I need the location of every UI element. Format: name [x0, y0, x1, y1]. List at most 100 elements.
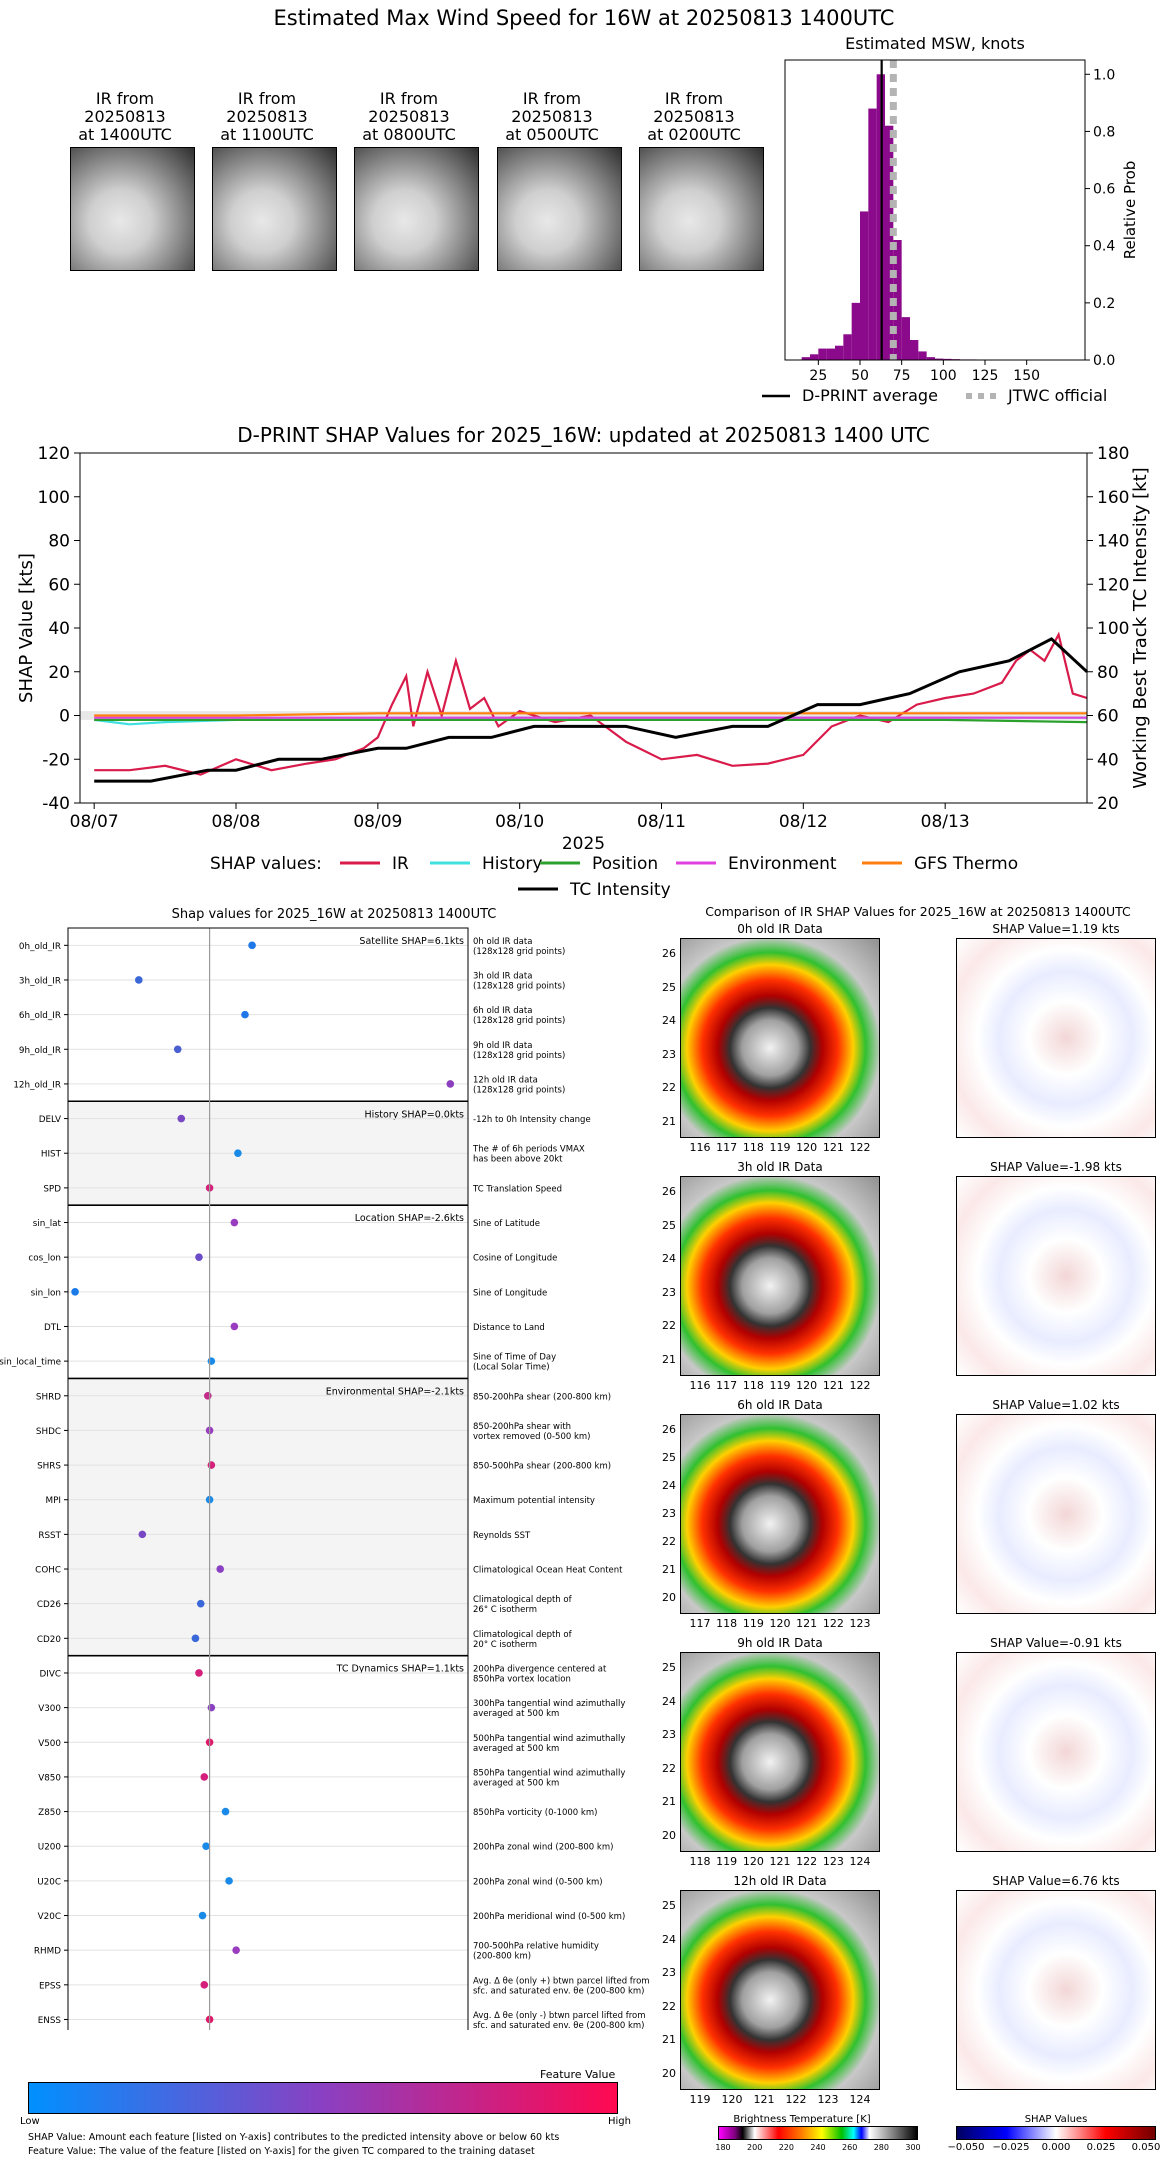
feature-name: V850	[38, 1773, 61, 1783]
ir-y-tick-label: 22	[662, 1535, 676, 1548]
feature-description: Sine of Time of Day	[473, 1353, 556, 1363]
feature-name: EPSS	[39, 1981, 61, 1991]
histogram-y-tick-label: 0.4	[1093, 239, 1115, 255]
feature-description: 500hPa tangential wind azimuthally	[473, 1734, 625, 1744]
ir-thumbnail-label-line: IR from	[664, 89, 724, 108]
ir-y-tick-label: 24	[662, 1014, 676, 1028]
shap-point	[207, 1461, 216, 1469]
shap-point	[204, 1391, 212, 1400]
feature-description: 700-500hPa relative humidity	[473, 1942, 599, 1952]
legend-label: TC Intensity	[569, 880, 671, 898]
colorbar-low-label: Low	[20, 2116, 40, 2127]
shap-point	[195, 1253, 203, 1261]
feature-name: sin_local_time	[0, 1358, 61, 1368]
ir-x-tick-label: 121	[753, 2093, 775, 2106]
shap-point	[230, 1322, 239, 1331]
feature-name: COHC	[35, 1566, 61, 1576]
feature-name: 0h_old_IR	[19, 942, 61, 952]
ir-x-tick-label: 117	[689, 1617, 711, 1630]
feature-name: CD20	[37, 1635, 62, 1645]
ir-thumbnail-image	[639, 147, 764, 271]
feature-name: HIST	[41, 1150, 62, 1160]
ir-x-tick-label: 121	[796, 1617, 818, 1630]
ts-y-tick-label: 40	[48, 619, 70, 639]
shap-timeseries-chart: D-PRINT SHAP Values for 2025_16W: update…	[16, 423, 1151, 898]
ir-x-tick-label: 123	[822, 1855, 844, 1868]
histogram-bar	[843, 334, 852, 360]
feature-description: averaged at 500 km	[473, 1778, 559, 1788]
ir-y-tick-label: 24	[662, 1694, 676, 1708]
feature-name: SHRS	[37, 1462, 61, 1472]
ts-y-tick-label: 0	[59, 707, 70, 727]
ir-x-tick-label: 122	[822, 1617, 844, 1630]
histogram-y-tick-label: 0.2	[1093, 296, 1115, 312]
ir-x-tick-label: 118	[689, 1855, 711, 1868]
shap-colorbar-tick: 0.025	[1086, 2142, 1116, 2153]
ir-thumbnail-label-line: at 1400UTC	[78, 125, 172, 144]
ir-thumbnail-label-line: IR from	[379, 89, 439, 108]
ir-y-tick-label: 20	[662, 1591, 676, 1604]
ir-thumbnail-label: IR from 20250813 at 0800UTC	[339, 90, 479, 144]
legend-label-jtwc: JTWC official	[1007, 386, 1107, 405]
feature-name: V500	[38, 1739, 61, 1749]
ts-x-tick-label: 08/07	[70, 812, 119, 832]
group-label: Location SHAP=-2.6kts	[355, 1213, 464, 1224]
feature-name: 3h_old_IR	[19, 976, 61, 986]
shap-point	[200, 1981, 209, 1989]
histogram-bar	[826, 348, 835, 360]
shap-colorbar-tick: −0.050	[947, 2142, 985, 2153]
ir-x-tick-label: 119	[689, 2093, 711, 2106]
ir-thumbnail-label-line: at 1100UTC	[220, 125, 314, 144]
ir-x-tick-label: 122	[785, 2093, 807, 2106]
ir-x-tick-label: 120	[742, 1855, 764, 1868]
feature-description: 850-200hPa shear with	[473, 1422, 571, 1432]
ts-y-tick-label: 80	[48, 532, 70, 552]
ir-x-tick-label: 123	[817, 2093, 839, 2106]
ts-x-label: 2025	[562, 834, 605, 854]
ir-x-tick-label: 122	[849, 1141, 871, 1154]
histogram-bar	[818, 348, 827, 360]
ts-y2-tick-label: 20	[1097, 794, 1119, 814]
shap-point	[207, 1357, 216, 1365]
ir-y-tick-label: 26	[662, 1423, 676, 1436]
series-line-position	[94, 718, 1088, 724]
ir-x-tick-label: 120	[796, 1141, 818, 1154]
shap-image	[956, 1890, 1156, 2090]
ir-panel-title: 9h old IR Data	[737, 1636, 823, 1650]
ts-x-tick-label: 08/13	[921, 812, 970, 832]
ir-y-tick-label: 22	[662, 1761, 676, 1775]
feature-description: 200hPa zonal wind (0-500 km)	[473, 1877, 603, 1887]
ir-y-tick-label: 23	[662, 1507, 676, 1520]
shap-point	[196, 1599, 205, 1608]
ts-y2-tick-label: 120	[1097, 575, 1129, 595]
feature-description: (128x128 grid points)	[473, 1051, 565, 1061]
shap-image	[956, 1176, 1156, 1376]
bt-colorbar-tick: 240	[810, 2143, 826, 2152]
shap-colorbar-tick: −0.025	[992, 2142, 1030, 2153]
feature-name: DELV	[39, 1115, 61, 1125]
shap-point	[446, 1080, 455, 1088]
feature-description: (200-800 km)	[473, 1952, 531, 1962]
ir-thumbnail-label: IR from 20250813 at 1400UTC	[55, 90, 195, 144]
feature-value-colorbar	[28, 2082, 618, 2114]
ir-thumbnail-label-line: 20250813	[368, 107, 450, 126]
feature-description: averaged at 500 km	[473, 1744, 559, 1754]
feature-name: SHDC	[36, 1427, 61, 1437]
feature-name: Z850	[38, 1808, 61, 1818]
feature-name: V300	[38, 1704, 61, 1714]
ir-y-tick-label: 23	[662, 1966, 676, 1980]
ir-y-tick-label: 22	[662, 1081, 676, 1095]
feature-description: Climatological depth of	[473, 1630, 573, 1640]
feature-name: 12h_old_IR	[13, 1080, 61, 1090]
ts-x-tick-label: 08/10	[495, 812, 544, 832]
ts-y-tick-label: -40	[42, 794, 70, 814]
zero-band	[80, 711, 1087, 720]
feature-description: Reynolds SST	[473, 1531, 531, 1541]
shap-image	[956, 1414, 1156, 1614]
feature-description: 850hPa vorticity (0-1000 km)	[473, 1808, 597, 1818]
ts-y2-tick-label: 60	[1097, 707, 1119, 727]
feature-description: 200hPa zonal wind (200-800 km)	[473, 1843, 613, 1853]
ir-panel-title: 3h old IR Data	[737, 1160, 823, 1174]
ir-x-tick-label: 119	[716, 1855, 738, 1868]
feature-name: ENSS	[38, 2016, 62, 2026]
